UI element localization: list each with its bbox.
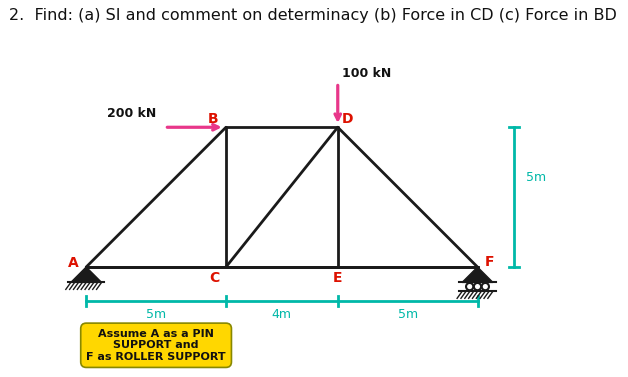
Text: 100 kN: 100 kN: [342, 67, 391, 80]
Text: Assume A as a PIN
SUPPORT and
F as ROLLER SUPPORT: Assume A as a PIN SUPPORT and F as ROLLE…: [86, 329, 226, 362]
Polygon shape: [71, 267, 102, 282]
Polygon shape: [462, 267, 493, 282]
Text: 4m: 4m: [272, 308, 292, 321]
Text: 200 kN: 200 kN: [107, 107, 156, 120]
Text: E: E: [333, 271, 342, 285]
Text: 5m: 5m: [146, 308, 166, 321]
Text: C: C: [210, 271, 220, 285]
Text: 5m: 5m: [398, 308, 418, 321]
Text: B: B: [208, 112, 219, 126]
Text: 2.  Find: (a) SI and comment on determinacy (b) Force in CD (c) Force in BD: 2. Find: (a) SI and comment on determina…: [9, 8, 617, 23]
Text: 5m: 5m: [526, 171, 546, 184]
Text: F: F: [484, 255, 494, 269]
Text: D: D: [342, 112, 354, 126]
Text: A: A: [68, 256, 79, 270]
